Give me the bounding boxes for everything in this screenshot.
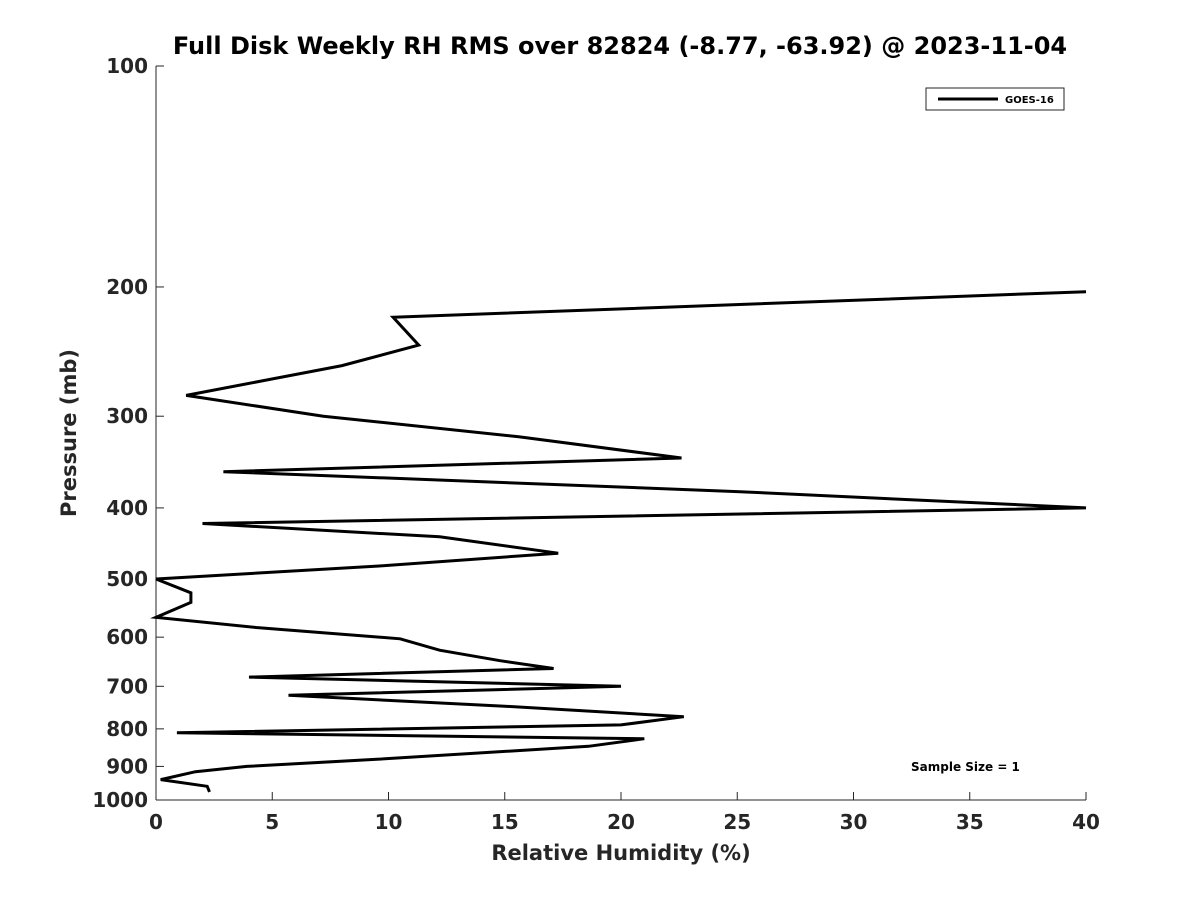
sample-size-annotation: Sample Size = 1	[911, 760, 1020, 774]
x-tick-label: 20	[607, 810, 635, 834]
y-tick-label: 900	[106, 754, 148, 778]
chart-title: Full Disk Weekly RH RMS over 82824 (-8.7…	[173, 32, 1067, 60]
y-tick-label: 100	[106, 54, 148, 78]
y-tick-label: 800	[106, 717, 148, 741]
x-axis-label: Relative Humidity (%)	[491, 841, 750, 865]
y-tick-label: 400	[106, 496, 148, 520]
x-tick-label: 10	[375, 810, 403, 834]
x-tick-label: 30	[840, 810, 868, 834]
x-tick-label: 15	[491, 810, 519, 834]
y-tick-label: 1000	[92, 788, 148, 812]
series-line-goes16	[150, 290, 1087, 793]
y-tick-label: 500	[106, 567, 148, 591]
x-tick-label: 35	[956, 810, 984, 834]
y-tick-label: 700	[106, 674, 148, 698]
axes	[155, 66, 1086, 801]
y-tick-label: 200	[106, 275, 148, 299]
y-tick-group: 100 200 300 400 500 600 700 800 900 1000	[92, 54, 164, 812]
x-tick-group: 0 5 10 15 20 25 30 35 40	[149, 792, 1100, 834]
x-tick-label: 5	[265, 810, 279, 834]
legend-entry-goes16: GOES-16	[1005, 95, 1054, 106]
x-tick-label: 25	[723, 810, 751, 834]
x-tick-label: 0	[149, 810, 163, 834]
x-tick-label: 40	[1072, 810, 1100, 834]
legend: GOES-16	[925, 87, 1065, 111]
y-tick-label: 300	[106, 404, 148, 428]
y-axis-label: Pressure (mb)	[57, 349, 81, 517]
y-tick-label: 600	[106, 625, 148, 649]
